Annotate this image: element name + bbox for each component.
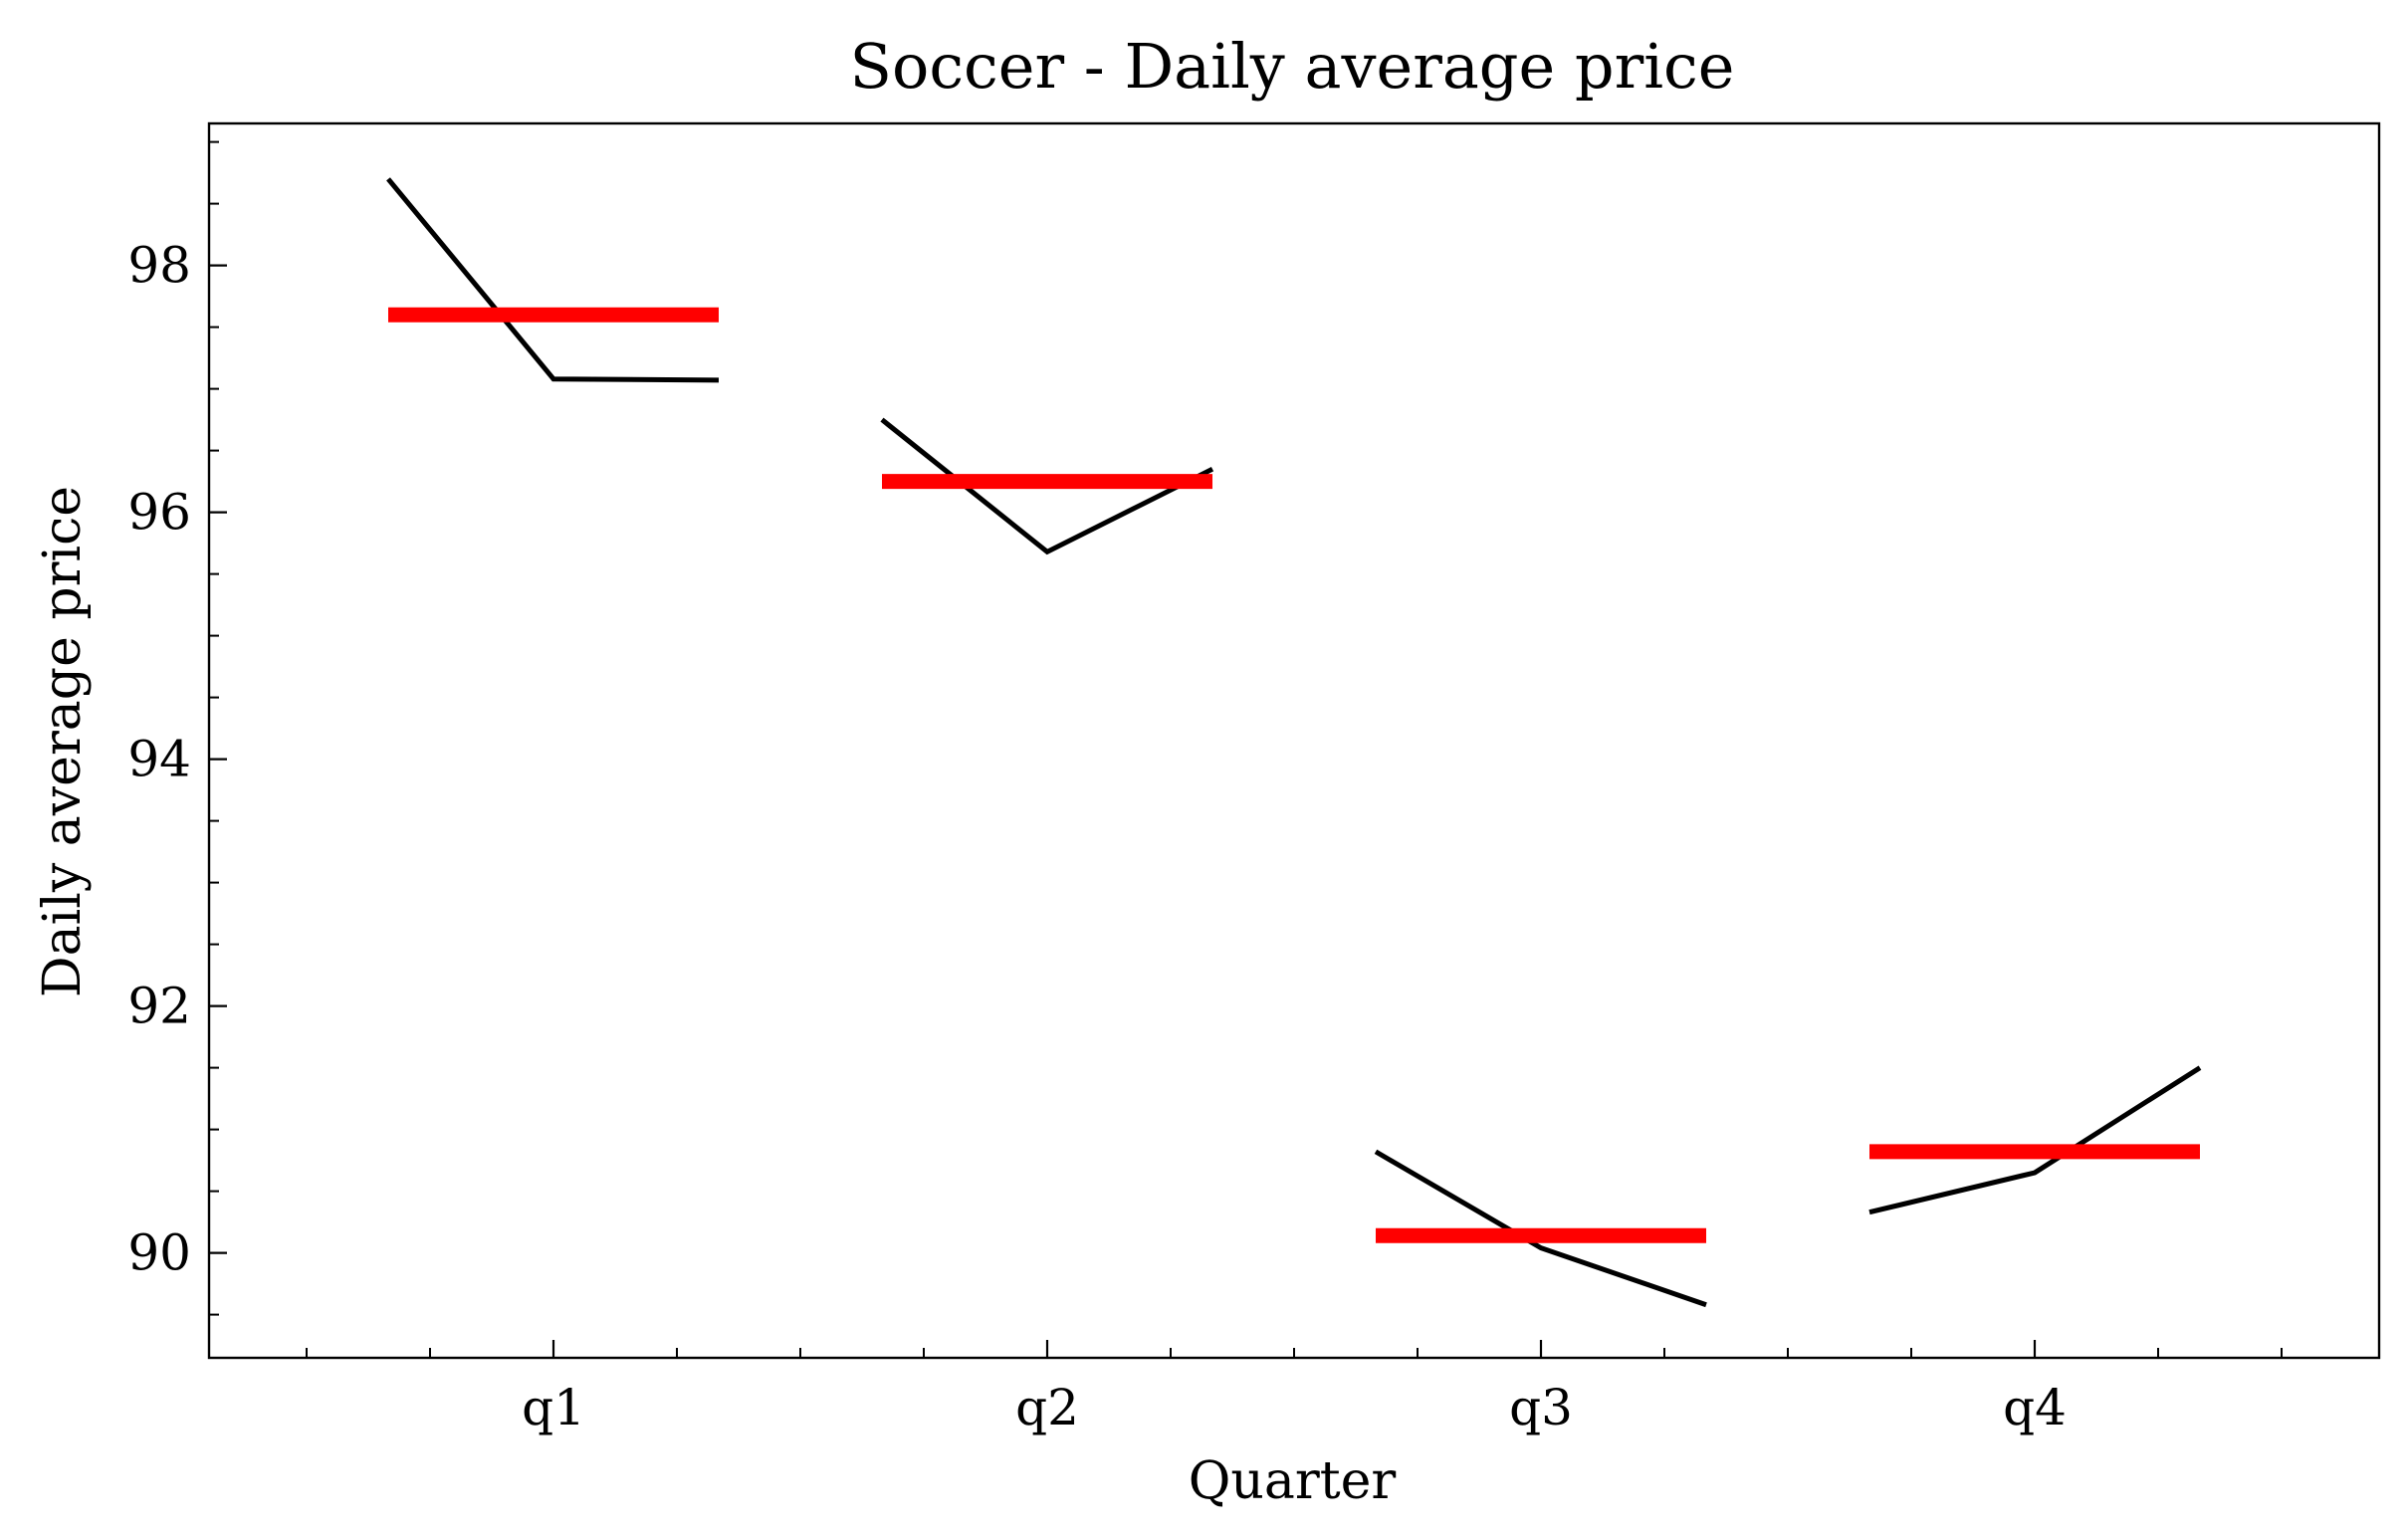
data-marks: [386, 177, 2202, 1308]
quarter-price-line: [880, 417, 1214, 555]
quarter-price-line: [386, 177, 720, 383]
x-axis-label: Quarter: [1189, 1451, 1397, 1511]
y-tick-label: 98: [127, 237, 191, 295]
x-tick-label: q4: [2003, 1379, 2067, 1436]
y-axis-label: Daily average price: [33, 486, 93, 997]
y-tick-label: 96: [127, 484, 191, 542]
y-tick-label: 94: [127, 731, 191, 788]
quarter-price-line: [1374, 1149, 1707, 1308]
y-tick-label: 90: [127, 1224, 191, 1282]
x-tick-label: q2: [1015, 1379, 1079, 1436]
x-tick-label: q3: [1509, 1379, 1573, 1436]
chart-title: Soccer - Daily average price: [850, 30, 1735, 103]
ticks: 90 92 94 96 98 q1 q2 q3 q4: [127, 140, 2283, 1436]
y-tick-label: 92: [127, 978, 191, 1035]
x-tick-label: q1: [522, 1379, 585, 1436]
quarter-price-line: [1868, 1065, 2202, 1215]
